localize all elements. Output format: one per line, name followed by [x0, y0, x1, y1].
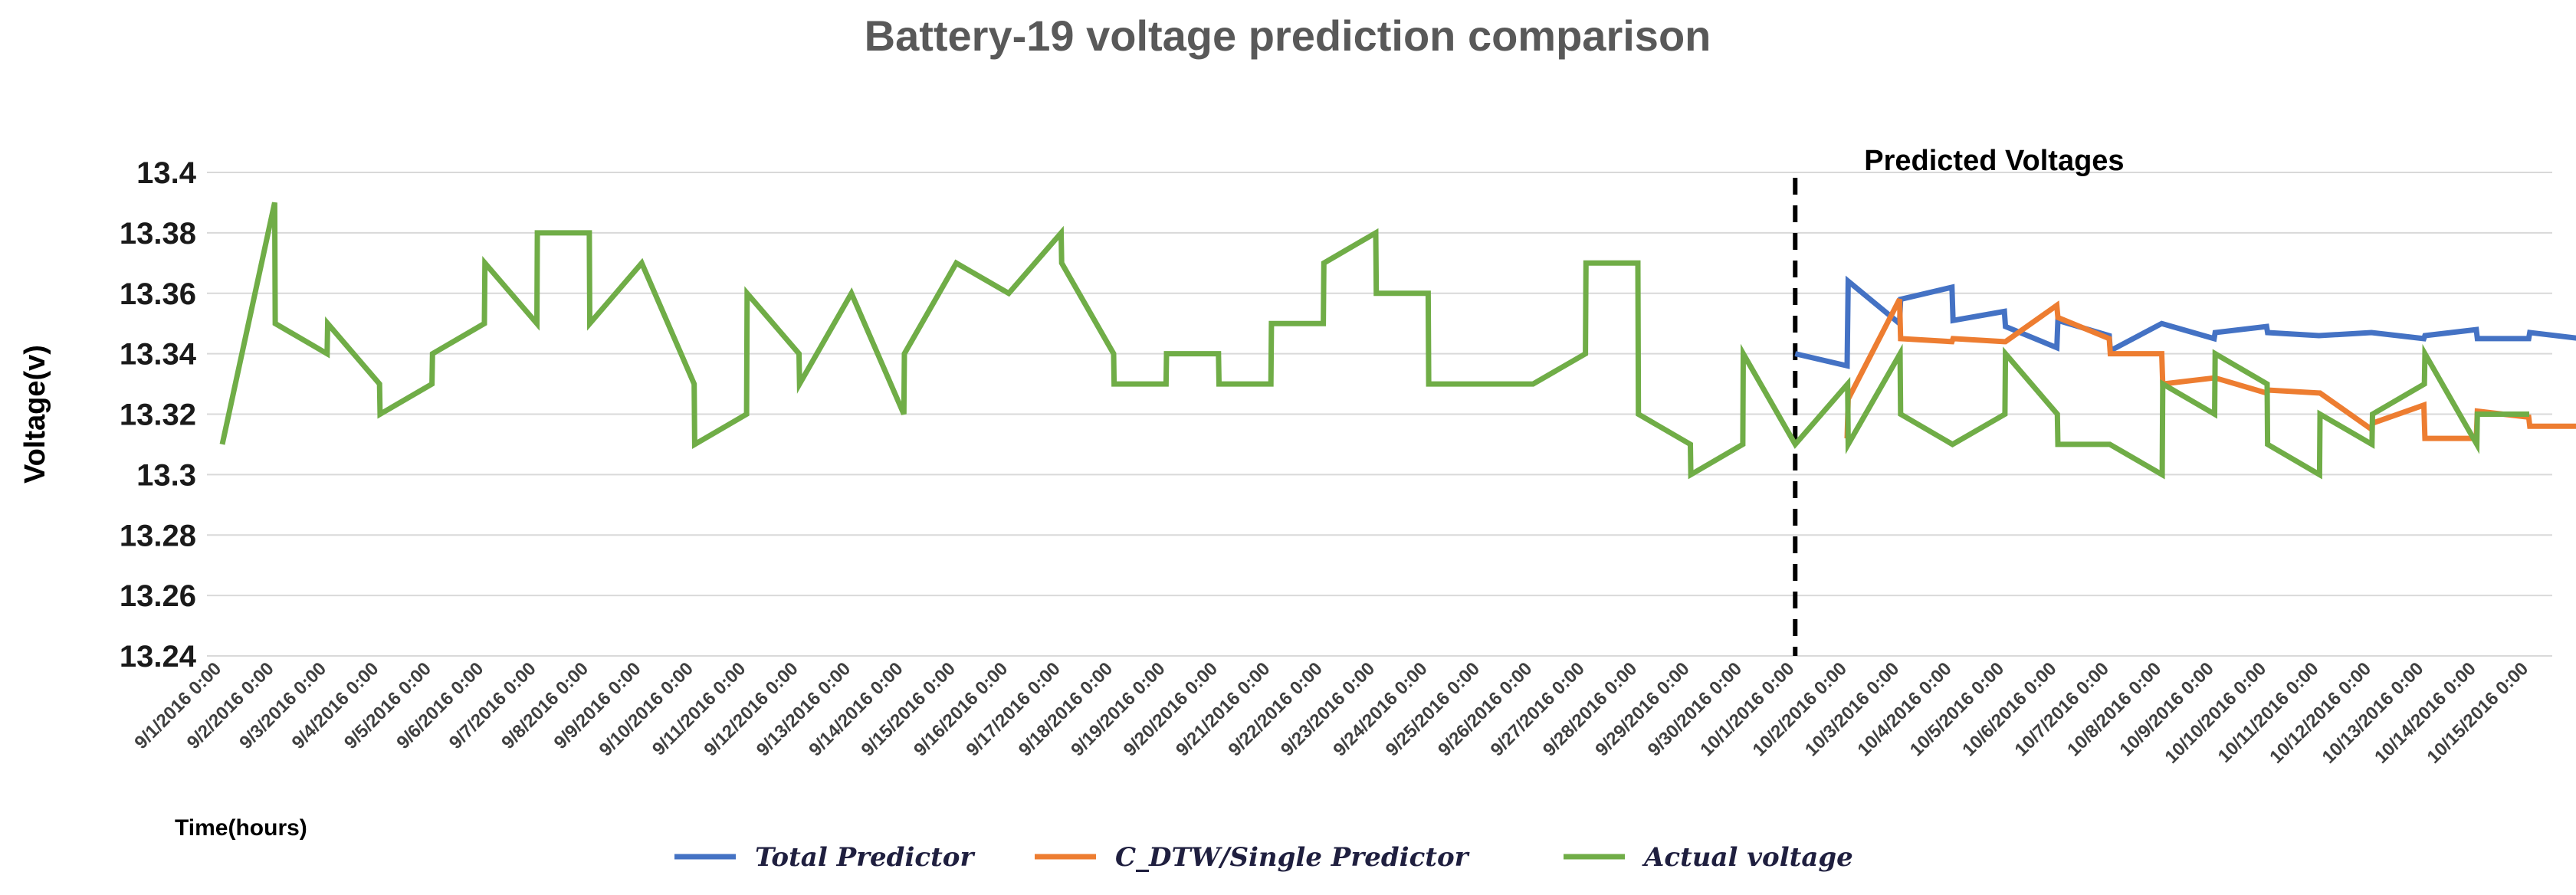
y-tick-label: 13.28	[120, 519, 196, 552]
x-tick-label: 10/1/2016 0:00	[1696, 658, 1798, 760]
y-tick-label: 13.32	[120, 398, 196, 432]
y-tick-label: 13.3	[136, 458, 196, 492]
x-tick-label: 10/8/2016 0:00	[2063, 658, 2165, 760]
legend: Total Predictor C_DTW/Single Predictor Act…	[674, 842, 1853, 873]
y-axis-ticks: 13.24 13.26 13.28 13.3 13.32 13.34 13.36 13.38 1…	[120, 156, 197, 674]
grid	[207, 172, 2552, 597]
series-line-actual-voltage	[219, 202, 2529, 480]
y-tick-label: 13.36	[120, 277, 196, 311]
x-tick-label: 9/25/2016 0:00	[1382, 658, 1484, 760]
x-tick-label: 10/4/2016 0:00	[1853, 658, 1955, 760]
legend-label-actual-voltage: Actual voltage	[1642, 842, 1853, 873]
x-tick-label: 9/18/2016 0:00	[1015, 658, 1117, 760]
x-tick-label: 9/17/2016 0:00	[963, 658, 1065, 760]
x-axis-label: Time(hours)	[175, 815, 307, 841]
chart-title: Battery-19 voltage prediction comparison	[865, 11, 1711, 60]
x-axis-ticks: 9/1/2016 0:009/2/2016 0:009/3/2016 0:009…	[130, 658, 2532, 768]
y-tick-label: 13.4	[136, 156, 197, 190]
x-tick-label: 9/16/2016 0:00	[910, 658, 1012, 760]
x-tick-label: 9/26/2016 0:00	[1434, 658, 1536, 760]
x-tick-label: 9/23/2016 0:00	[1277, 658, 1379, 760]
x-tick-label: 9/11/2016 0:00	[648, 658, 750, 759]
y-tick-label: 13.38	[120, 217, 196, 251]
x-tick-label: 9/21/2016 0:00	[1172, 658, 1274, 760]
x-tick-label: 10/9/2016 0:00	[2116, 658, 2218, 760]
x-tick-label: 9/14/2016 0:00	[805, 658, 907, 760]
x-tick-label: 9/30/2016 0:00	[1644, 658, 1746, 760]
x-tick-label: 9/29/2016 0:00	[1591, 658, 1693, 760]
series-layer	[219, 202, 2576, 480]
x-tick-label: 10/6/2016 0:00	[1958, 658, 2060, 760]
x-tick-label: 9/19/2016 0:00	[1067, 658, 1169, 760]
series-line-total-predictor	[1794, 275, 2576, 369]
legend-label-c-dtw-single-predictor: C_DTW/Single Predictor	[1115, 842, 1470, 873]
x-tick-label: 9/22/2016 0:00	[1225, 658, 1327, 760]
x-tick-label: 10/7/2016 0:00	[2011, 658, 2113, 760]
x-tick-label: 9/12/2016 0:00	[700, 658, 802, 760]
x-tick-label: 9/28/2016 0:00	[1539, 658, 1641, 760]
x-tick-label: 10/2/2016 0:00	[1749, 658, 1851, 760]
x-tick-label: 10/3/2016 0:00	[1801, 658, 1903, 760]
x-tick-label: 10/5/2016 0:00	[1906, 658, 2008, 760]
y-tick-label: 13.34	[120, 338, 197, 372]
x-tick-label: 9/10/2016 0:00	[596, 658, 697, 760]
x-tick-label: 9/24/2016 0:00	[1329, 658, 1431, 760]
predicted-voltages-annotation: Predicted Voltages	[1864, 145, 2124, 177]
x-tick-label: 9/15/2016 0:00	[858, 658, 960, 760]
y-axis-label: Voltage(v)	[19, 345, 51, 484]
legend-label-total-predictor: Total Predictor	[755, 842, 975, 873]
y-tick-label: 13.24	[120, 640, 197, 674]
y-tick-label: 13.26	[120, 579, 196, 613]
x-tick-label: 9/20/2016 0:00	[1120, 658, 1222, 760]
x-tick-label: 9/27/2016 0:00	[1487, 658, 1589, 760]
x-tick-label: 9/13/2016 0:00	[753, 658, 855, 760]
